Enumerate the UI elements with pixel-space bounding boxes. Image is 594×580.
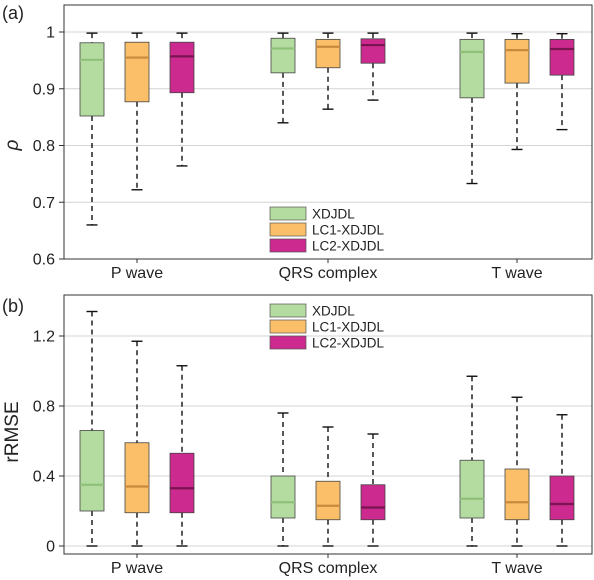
panel-a-x-tick-label: QRS complex (279, 265, 378, 282)
panel-b-y-tick-label: 0 (46, 539, 55, 556)
panel-a-y-axis-label: ρ (2, 139, 23, 151)
panel-b-box-0-2 (169, 365, 195, 547)
iqr-box (79, 430, 105, 512)
legend-label: LC1-XDJDL (312, 320, 385, 335)
panel-b-x-tick-label: P wave (111, 560, 163, 577)
panel-a-box-0-0 (79, 32, 105, 226)
panel-a-box-2-1 (504, 33, 530, 151)
panel-a-y-ticks: 0.6 0.7 0.8 0.9 1 (33, 25, 64, 269)
iqr-box (459, 38, 485, 99)
panel-a: (a) 0.6 0.7 0.8 0.9 1 P wave QRS complex T wav… (2, 3, 593, 282)
iqr-box (169, 452, 195, 514)
panel-b-box-2-2 (549, 414, 575, 547)
legend-label: XDJDL (312, 304, 355, 319)
panel-a-x-tick-label: T wave (491, 265, 542, 282)
panel-b-y-tick-label: 1.2 (33, 329, 55, 346)
panel-a-box-2-2 (549, 33, 575, 131)
iqr-box (124, 41, 150, 103)
panel-a-y-tick-label: 0.8 (33, 138, 55, 155)
panel-a-y-tick-label: 0.7 (33, 195, 55, 212)
panel-b-box-0-1 (124, 340, 150, 547)
panel-b-y-tick-label: 0.4 (33, 469, 55, 486)
panel-b-x-tick-label: T wave (491, 560, 542, 577)
legend-swatch (269, 238, 307, 253)
iqr-box (169, 41, 195, 94)
iqr-box (79, 42, 105, 117)
panel-b-x-ticks: P wave QRS complex T wave (111, 554, 543, 577)
iqr-box (360, 38, 386, 64)
panel-b-box-1-1 (315, 426, 341, 547)
panel-b-box-2-0 (459, 375, 485, 547)
iqr-box (549, 475, 575, 521)
panel-b: (b) 0 0.4 0.8 1.2 P wave QRS complex T wave r… (2, 294, 593, 577)
legend-label: XDJDL (312, 207, 355, 222)
panel-a-box-0-1 (124, 32, 150, 191)
legend-swatch (269, 222, 307, 237)
legend-swatch (269, 335, 307, 350)
panel-a-y-tick-label: 1 (46, 25, 55, 42)
panel-b-label: (b) (2, 296, 24, 316)
panel-a-box-1-2 (360, 32, 386, 101)
iqr-box (549, 38, 575, 76)
iqr-box (360, 484, 386, 521)
panel-b-y-axis-label: rRMSE (2, 401, 23, 462)
legend-label: LC2-XDJDL (312, 239, 385, 254)
panel-a-box-1-1 (315, 32, 341, 110)
panel-a-x-tick-label: P wave (111, 265, 163, 282)
panel-b-y-tick-label: 0.8 (33, 399, 55, 416)
iqr-box (315, 480, 341, 521)
panel-a-box-1-0 (270, 32, 296, 124)
panel-b-boxes (79, 310, 575, 547)
panel-a-boxes (79, 32, 575, 226)
panel-a-y-tick-label: 0.9 (33, 81, 55, 98)
panel-b-box-2-1 (504, 396, 530, 547)
legend-swatch (269, 319, 307, 334)
legend-label: LC2-XDJDL (312, 336, 385, 351)
panel-b-x-tick-label: QRS complex (279, 560, 378, 577)
iqr-box (504, 468, 530, 521)
iqr-box (124, 442, 150, 514)
panel-b-box-0-0 (79, 310, 105, 547)
legend-swatch (269, 303, 307, 318)
panel-a-box-2-0 (459, 32, 485, 185)
iqr-box (270, 475, 296, 519)
panel-b-y-ticks: 0 0.4 0.8 1.2 (33, 329, 64, 556)
panel-a-box-0-2 (169, 32, 195, 167)
legend-label: LC1-XDJDL (312, 223, 385, 238)
iqr-box (459, 459, 485, 519)
panel-a-y-tick-label: 0.6 (33, 252, 55, 269)
iqr-box (504, 38, 530, 84)
iqr-box (270, 37, 296, 74)
panel-b-box-1-0 (270, 412, 296, 547)
panel-a-x-ticks: P wave QRS complex T wave (111, 259, 543, 282)
legend-swatch (269, 206, 307, 221)
iqr-box (315, 38, 341, 69)
panel-b-box-1-2 (360, 433, 386, 547)
panel-a-label: (a) (2, 3, 24, 23)
